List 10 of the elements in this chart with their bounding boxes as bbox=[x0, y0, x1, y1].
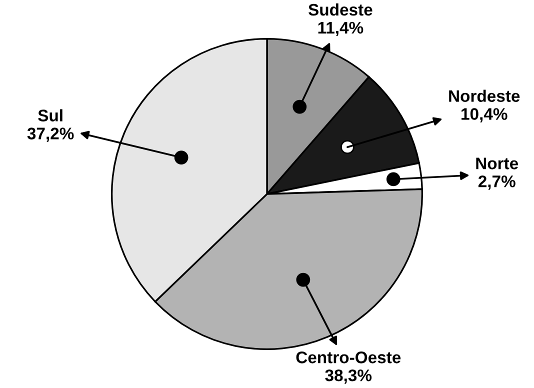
slice-label: Norte bbox=[476, 158, 518, 170]
slice-label: Sul bbox=[38, 109, 62, 122]
data-label: 37,2% bbox=[27, 128, 74, 142]
data-label: 2,7% bbox=[478, 175, 516, 190]
data-label: 10,4% bbox=[462, 108, 508, 122]
slice-label: Centro-Oeste bbox=[296, 352, 401, 364]
slice-label: Sudeste bbox=[308, 3, 372, 16]
slice-label: Nordeste bbox=[449, 90, 520, 102]
data-label: 38,3% bbox=[325, 369, 372, 384]
data-label: 11,4% bbox=[318, 22, 364, 36]
